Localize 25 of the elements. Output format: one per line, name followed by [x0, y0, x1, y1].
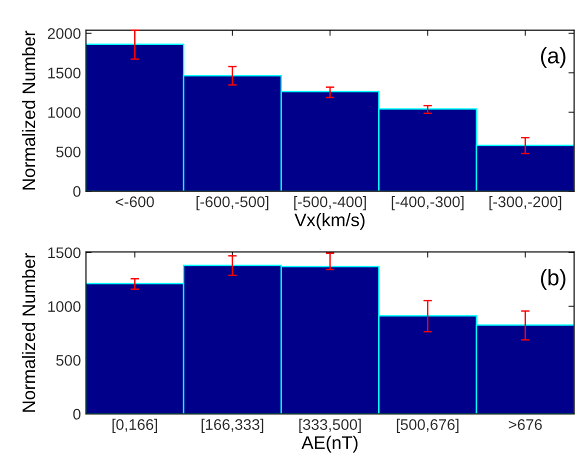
- x-tick-label: [500,676]: [396, 418, 458, 433]
- y-tick-label: 1000: [48, 107, 81, 118]
- x-tick-label: >676: [508, 419, 542, 430]
- x-axis-title: Vx(km/s): [294, 213, 365, 230]
- x-tick-label: [-500,-400]: [294, 196, 366, 210]
- x-tick-label: [0,166]: [112, 418, 158, 433]
- x-tick-label: [-400,-300]: [392, 196, 464, 210]
- x-tick-label: [333,500]: [299, 418, 361, 433]
- y-tick-label: 2000: [48, 28, 81, 40]
- x-tick-label: [166,333]: [202, 418, 264, 433]
- y-tick-label: 1500: [48, 68, 81, 78]
- y-tick-label: 500: [56, 146, 81, 158]
- x-tick-label: <-600: [116, 196, 154, 208]
- y-tick-label: 500: [56, 354, 81, 366]
- x-axis-title: AE(nT): [301, 436, 358, 453]
- y-tick-label: 1000: [48, 301, 81, 312]
- y-axis-title: Normalized Number: [22, 30, 36, 190]
- y-axis-title: Normalized Number: [22, 252, 36, 412]
- y-tick-label: 0: [73, 408, 81, 420]
- annotation: (a): [541, 47, 566, 68]
- annotation: (b): [541, 269, 566, 290]
- x-tick-label: [-600,-500]: [196, 196, 268, 210]
- y-tick-label: 0: [73, 186, 81, 197]
- x-tick-label: [-300,-200]: [489, 196, 562, 210]
- y-tick-label: 1500: [48, 247, 81, 258]
